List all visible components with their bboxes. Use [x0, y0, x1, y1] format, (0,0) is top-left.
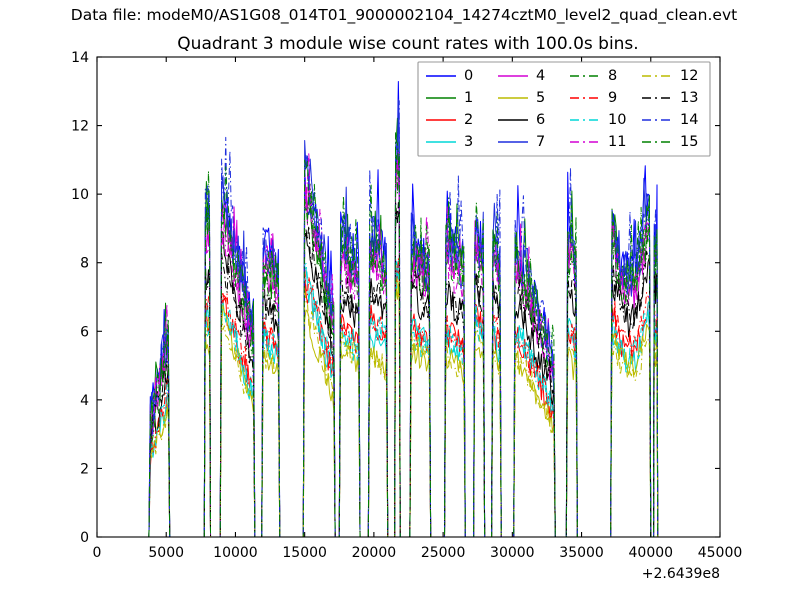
axes-frame	[96, 56, 721, 538]
legend-label-4: 4	[536, 68, 545, 84]
legend-label-8: 8	[608, 68, 617, 84]
y-tick-label: 8	[80, 256, 89, 272]
legend-label-13: 13	[680, 90, 698, 106]
series-line-8	[148, 155, 659, 537]
plot-data-area	[148, 80, 659, 537]
legend-label-14: 14	[680, 112, 698, 128]
legend-frame	[417, 61, 711, 157]
series-line-3	[148, 260, 659, 537]
y-tick-label: 6	[80, 324, 89, 340]
series-line-10	[148, 261, 659, 537]
legend-label-15: 15	[680, 134, 698, 150]
x-tick-label: 35000	[559, 545, 604, 561]
x-tick-label: 0	[93, 545, 102, 561]
x-tick-label: 30000	[490, 545, 535, 561]
y-tick-label: 2	[80, 461, 89, 477]
legend-label-1: 1	[464, 90, 473, 106]
x-axis-ticks: 0 5000 10000 15000 20000 25000 30000 35000 40000…	[93, 57, 743, 561]
x-tick-label: 25000	[421, 545, 466, 561]
legend-label-12: 12	[680, 68, 698, 84]
y-tick-label: 4	[80, 393, 89, 409]
x-tick-label: 40000	[629, 545, 674, 561]
series-line-14	[148, 100, 659, 537]
x-tick-label: 15000	[282, 545, 327, 561]
x-tick-label: 10000	[213, 545, 258, 561]
y-tick-label: 0	[80, 530, 89, 546]
legend-label-10: 10	[608, 112, 626, 128]
legend-label-9: 9	[608, 90, 617, 106]
legend-label-7: 7	[536, 134, 545, 150]
legend-label-0: 0	[464, 68, 473, 84]
y-tick-label: 10	[71, 187, 89, 203]
legend-label-5: 5	[536, 90, 545, 106]
y-tick-label: 14	[71, 50, 89, 66]
series-line-5	[148, 283, 659, 537]
legend-label-11: 11	[608, 134, 626, 150]
legend: 0 4 8 121 5 9 132 6 10 143 7 11 15	[417, 61, 711, 157]
x-axis-offset-label: +2.6439e8	[642, 566, 720, 582]
x-tick-label: 45000	[698, 545, 743, 561]
x-tick-label: 20000	[352, 545, 397, 561]
legend-label-3: 3	[464, 134, 473, 150]
legend-label-6: 6	[536, 112, 545, 128]
figure-suptitle: Data file: modeM0/AS1G08_014T01_90000021…	[71, 6, 737, 25]
x-tick-label: 5000	[148, 545, 184, 561]
y-tick-label: 12	[71, 119, 89, 135]
legend-label-2: 2	[464, 112, 473, 128]
axes-spines	[96, 56, 721, 538]
series-line-13	[148, 200, 659, 537]
series-line-15	[148, 131, 659, 537]
axes-title: Quadrant 3 module wise count rates with …	[177, 34, 638, 54]
